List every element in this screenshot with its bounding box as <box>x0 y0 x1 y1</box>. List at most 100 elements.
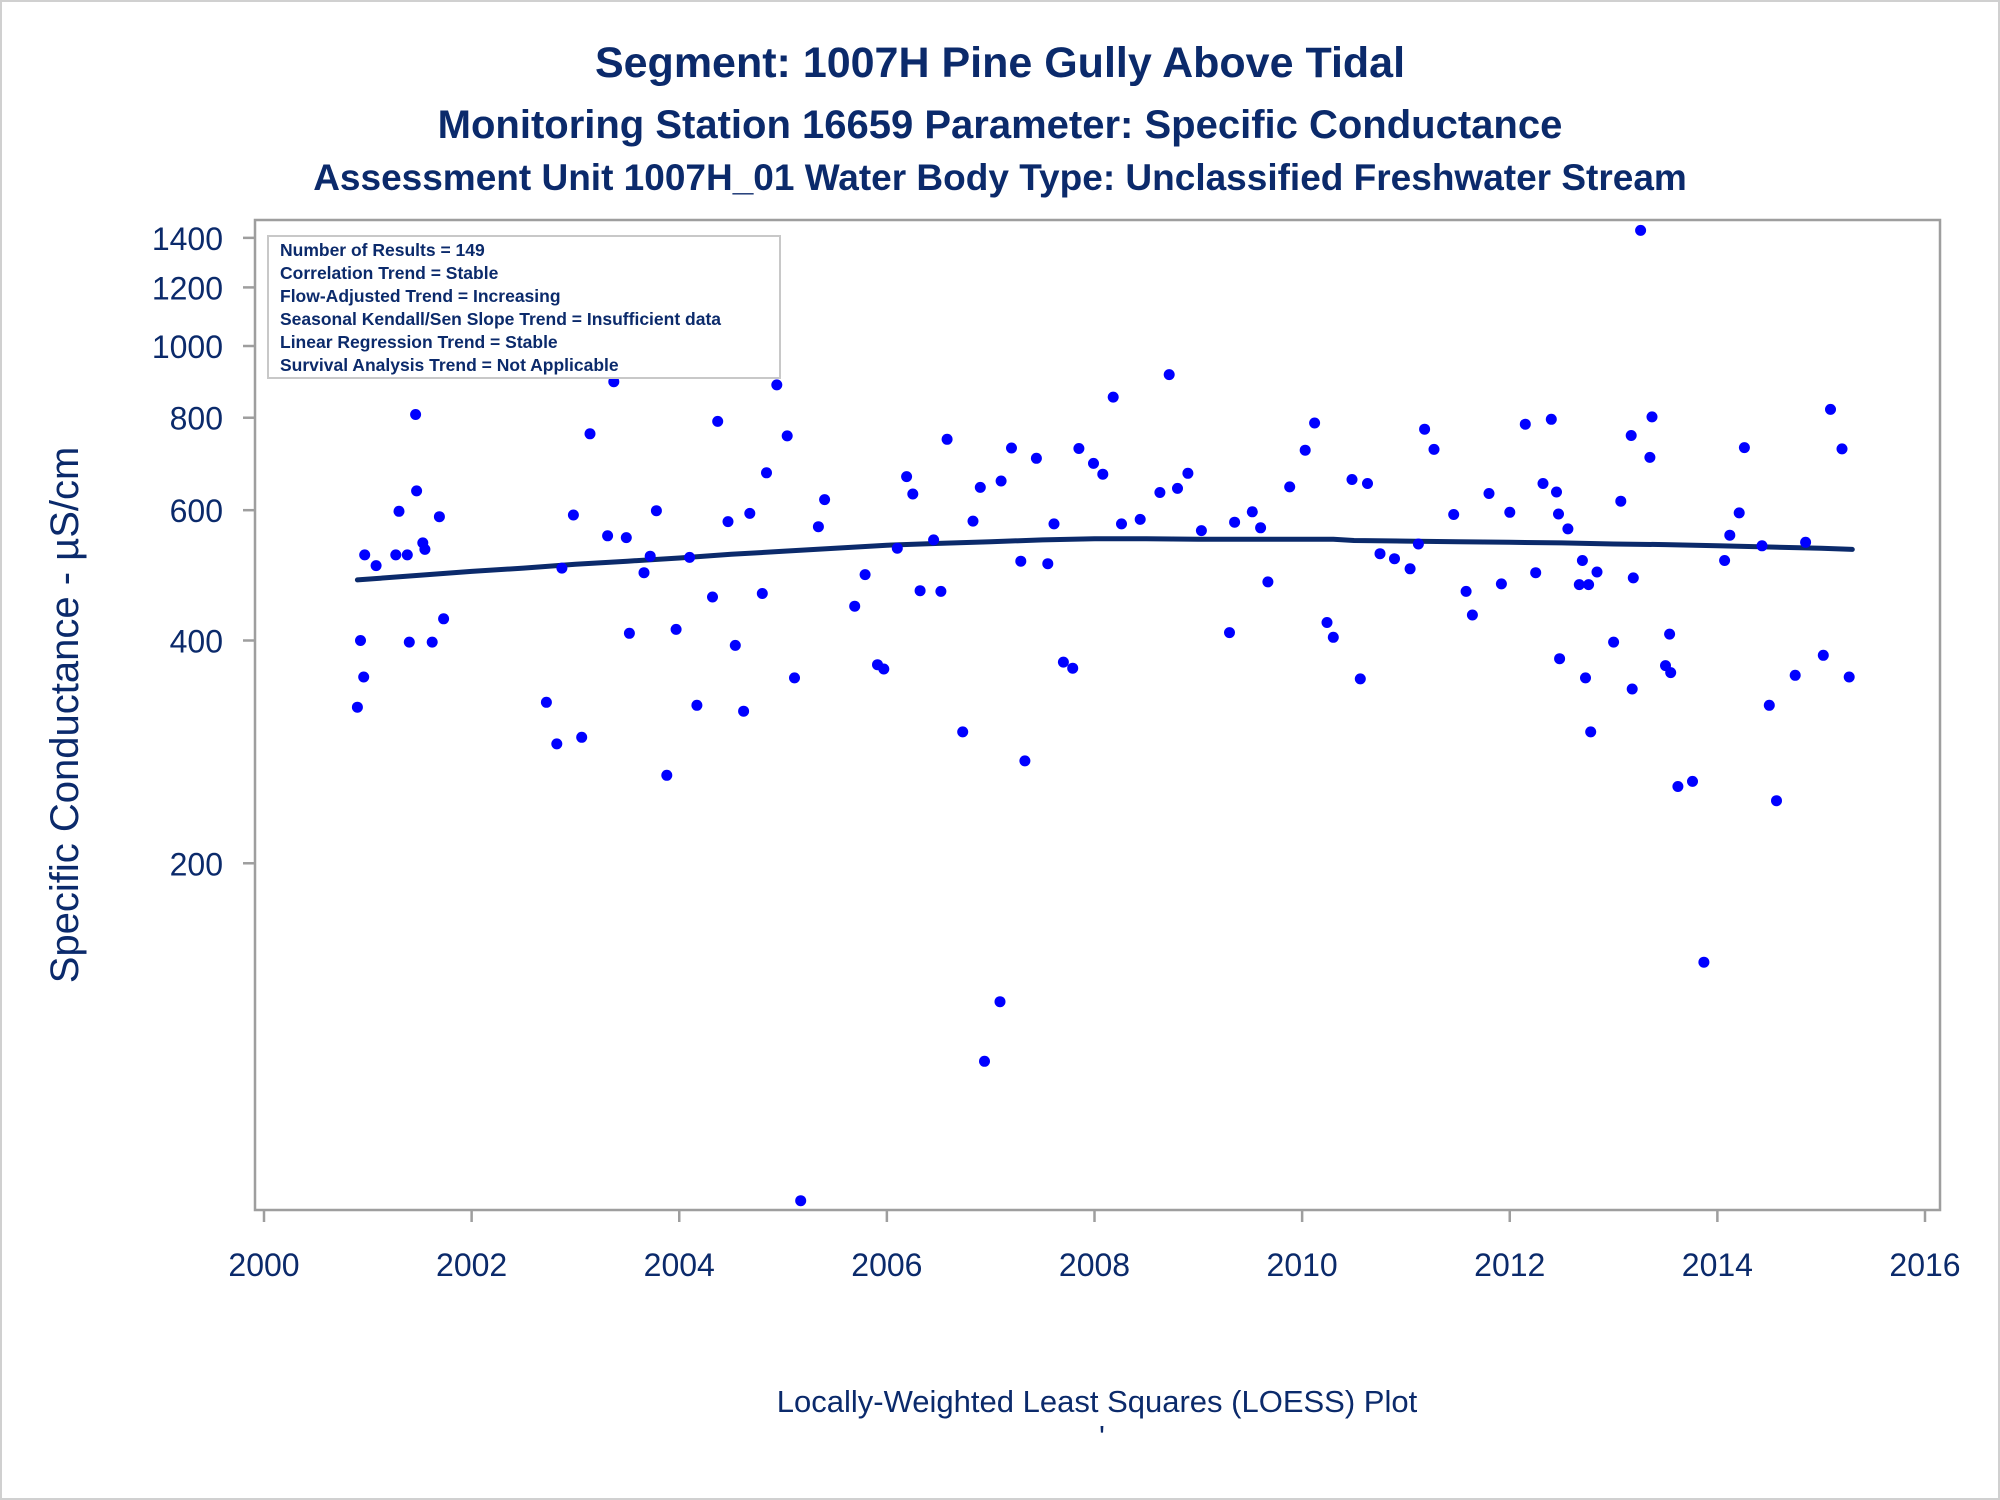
data-point <box>967 515 979 527</box>
data-point <box>1625 430 1637 441</box>
data-point <box>1800 536 1812 548</box>
data-point <box>1229 516 1241 528</box>
data-point <box>1551 486 1562 498</box>
data-point <box>1843 671 1855 683</box>
x-tick-label: 2014 <box>1682 1247 1753 1283</box>
data-point <box>438 613 450 625</box>
data-point <box>419 543 431 555</box>
data-point <box>401 549 413 561</box>
x-tick-label: 2006 <box>851 1247 922 1283</box>
data-point <box>1428 443 1440 455</box>
data-point <box>1537 478 1549 489</box>
x-tick-label: 2008 <box>1059 1247 1130 1283</box>
data-point <box>1262 576 1274 588</box>
data-point <box>1362 478 1373 489</box>
data-point <box>1608 636 1620 648</box>
data-point <box>1635 224 1647 236</box>
data-point <box>812 521 824 533</box>
data-point <box>1327 631 1339 643</box>
data-point <box>738 705 750 717</box>
data-point <box>1015 555 1027 567</box>
x-tick-label: 2000 <box>228 1247 299 1283</box>
stat-seasonal-kendall-trend: Seasonal Kendall/Sen Slope Trend = Insuf… <box>280 309 721 329</box>
data-point <box>638 567 650 579</box>
data-point <box>1042 558 1054 570</box>
y-axis: 200 400 600 800 1000 1200 1400 <box>152 221 255 882</box>
data-point <box>1284 481 1296 493</box>
data-point <box>556 562 568 574</box>
x-axis: 2000 2002 2004 2006 2008 2010 2012 2014 2016 <box>228 1210 1961 1283</box>
data-point <box>756 588 768 599</box>
data-point <box>1576 555 1588 566</box>
data-point <box>1836 443 1848 455</box>
data-point <box>567 509 579 521</box>
data-point <box>1374 548 1386 560</box>
data-point <box>979 1055 990 1067</box>
data-point <box>1763 699 1775 711</box>
data-point <box>795 1195 807 1207</box>
data-point <box>358 671 370 683</box>
data-point <box>1738 442 1750 454</box>
data-point <box>1412 538 1424 550</box>
data-point <box>1346 474 1358 485</box>
data-point <box>1627 572 1639 584</box>
data-point <box>426 636 438 648</box>
data-point <box>1048 518 1060 530</box>
data-point <box>1789 669 1801 681</box>
data-point <box>1562 523 1574 535</box>
data-point <box>355 635 366 646</box>
y-tick-label: 800 <box>170 401 223 437</box>
data-point <box>1724 529 1736 541</box>
data-point <box>1554 653 1566 665</box>
data-point <box>370 560 382 572</box>
data-point <box>859 569 871 581</box>
data-point <box>1246 506 1258 518</box>
data-point <box>1825 403 1836 415</box>
data-point <box>644 550 656 562</box>
data-point <box>761 467 772 479</box>
data-point <box>1615 495 1627 507</box>
data-point <box>1116 518 1127 530</box>
data-point <box>789 672 800 684</box>
data-point <box>1771 795 1782 807</box>
stat-survival-analysis-trend: Survival Analysis Trend = Not Applicable <box>280 355 619 375</box>
data-point <box>1255 522 1267 534</box>
data-point <box>995 475 1007 487</box>
data-point <box>1466 609 1478 621</box>
data-point <box>1448 509 1460 520</box>
data-point <box>941 433 953 445</box>
stats-box-border <box>267 235 781 379</box>
data-point <box>1419 423 1431 435</box>
data-point <box>1299 444 1311 456</box>
data-point <box>1460 585 1472 597</box>
data-point <box>729 639 741 651</box>
chart-subtitle-station: Monitoring Station 16659 Parameter: Spec… <box>438 103 1563 147</box>
trend-stats-box: Number of Results = 149 Correlation Tren… <box>267 235 781 379</box>
data-point <box>1672 781 1684 792</box>
data-point <box>1719 555 1731 566</box>
data-point <box>1134 513 1146 525</box>
chart-subtitle-assessment: Assessment Unit 1007H_01 Water Body Type… <box>313 157 1687 198</box>
data-point <box>1107 391 1119 403</box>
x-tick-label: 2004 <box>644 1247 715 1283</box>
data-point <box>1530 567 1542 579</box>
data-point <box>781 430 793 442</box>
observation-points <box>351 224 1855 1207</box>
data-point <box>1483 488 1495 499</box>
stat-flow-adjusted-trend: Flow-Adjusted Trend = Increasing <box>280 286 561 306</box>
data-point <box>1580 672 1591 684</box>
data-point <box>707 591 718 603</box>
data-point <box>1646 411 1658 423</box>
data-point <box>1665 667 1677 679</box>
data-point <box>1591 566 1603 578</box>
data-point <box>650 505 662 517</box>
data-point <box>1321 617 1333 628</box>
data-point <box>661 769 673 781</box>
data-point <box>1019 755 1031 767</box>
footnote-mark: ' <box>1099 1419 1105 1454</box>
data-point <box>1733 507 1745 519</box>
data-point <box>974 481 986 493</box>
data-point <box>1573 579 1585 591</box>
data-point <box>722 516 734 528</box>
data-point <box>891 542 903 554</box>
